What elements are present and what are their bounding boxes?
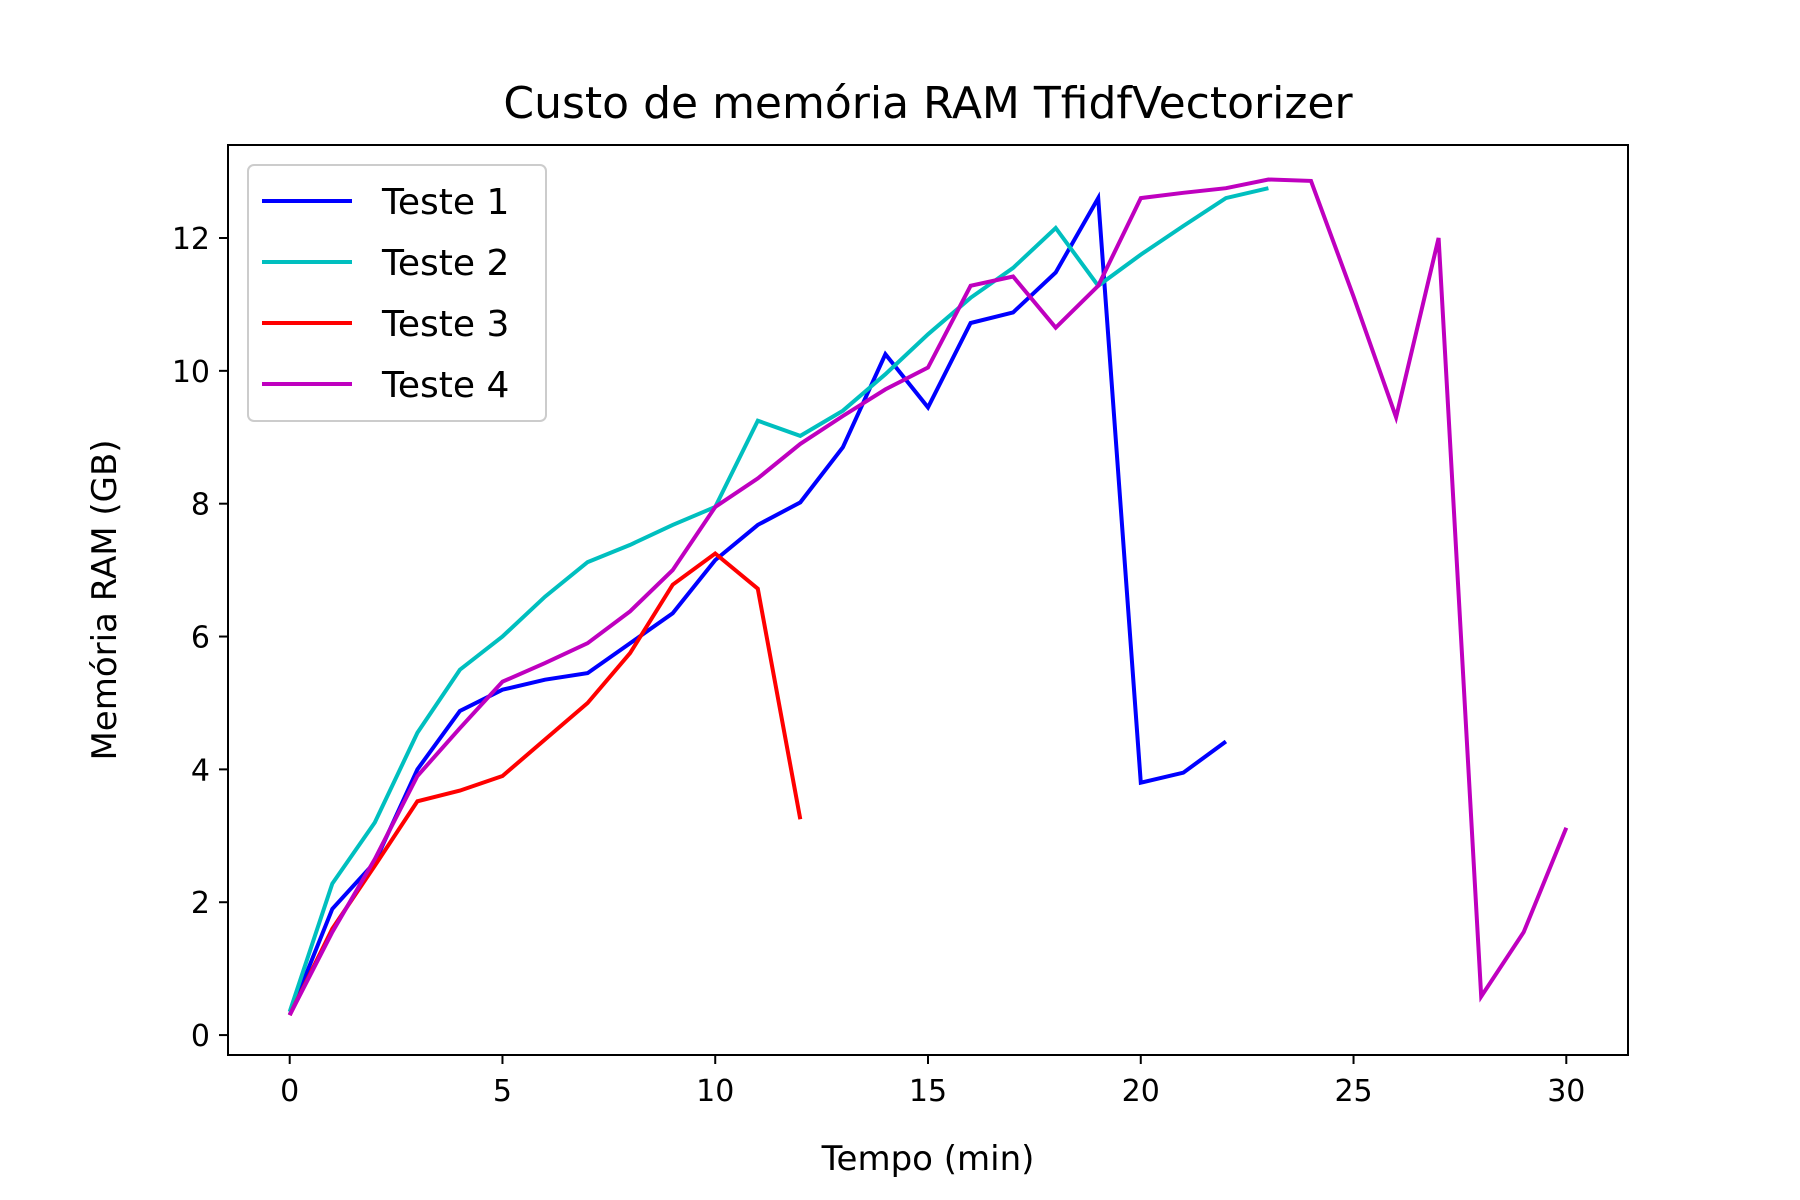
legend: Teste 1 Teste 2 Teste 3 Teste 4	[247, 164, 547, 422]
y-tick-label: 2	[191, 886, 210, 921]
x-tick-label: 10	[696, 1074, 734, 1109]
y-axis: 0 2 4 6 8 10 12	[172, 222, 228, 1054]
y-tick-label: 8	[191, 488, 210, 523]
legend-label: Teste 2	[381, 243, 509, 284]
y-tick-label: 10	[172, 355, 210, 390]
x-tick-label: 30	[1547, 1074, 1585, 1109]
series-line-teste-3	[287, 550, 803, 1016]
x-tick-label: 5	[493, 1074, 512, 1109]
x-tick-label: 15	[909, 1074, 947, 1109]
series-line-teste-2	[287, 186, 1269, 1013]
legend-label: Teste 4	[381, 365, 509, 406]
chart-title: Custo de memória RAM TfidfVectorizer	[503, 78, 1353, 129]
x-axis: 0 5 10 15 20 25 30	[280, 1055, 1585, 1109]
x-tick-label: 20	[1122, 1074, 1160, 1109]
legend-label: Teste 1	[381, 182, 509, 223]
legend-box	[247, 164, 547, 422]
y-tick-label: 4	[191, 753, 210, 788]
x-axis-title: Tempo (min)	[821, 1139, 1035, 1179]
y-axis-title: Memória RAM (GB)	[85, 439, 125, 760]
series-group	[287, 177, 1569, 1017]
series-line-teste-4	[287, 177, 1569, 1017]
y-tick-label: 0	[191, 1019, 210, 1054]
y-tick-label: 6	[191, 621, 210, 656]
x-tick-label: 0	[280, 1074, 299, 1109]
y-tick-label: 12	[172, 222, 210, 257]
x-tick-label: 25	[1334, 1074, 1372, 1109]
legend-label: Teste 3	[381, 304, 509, 345]
